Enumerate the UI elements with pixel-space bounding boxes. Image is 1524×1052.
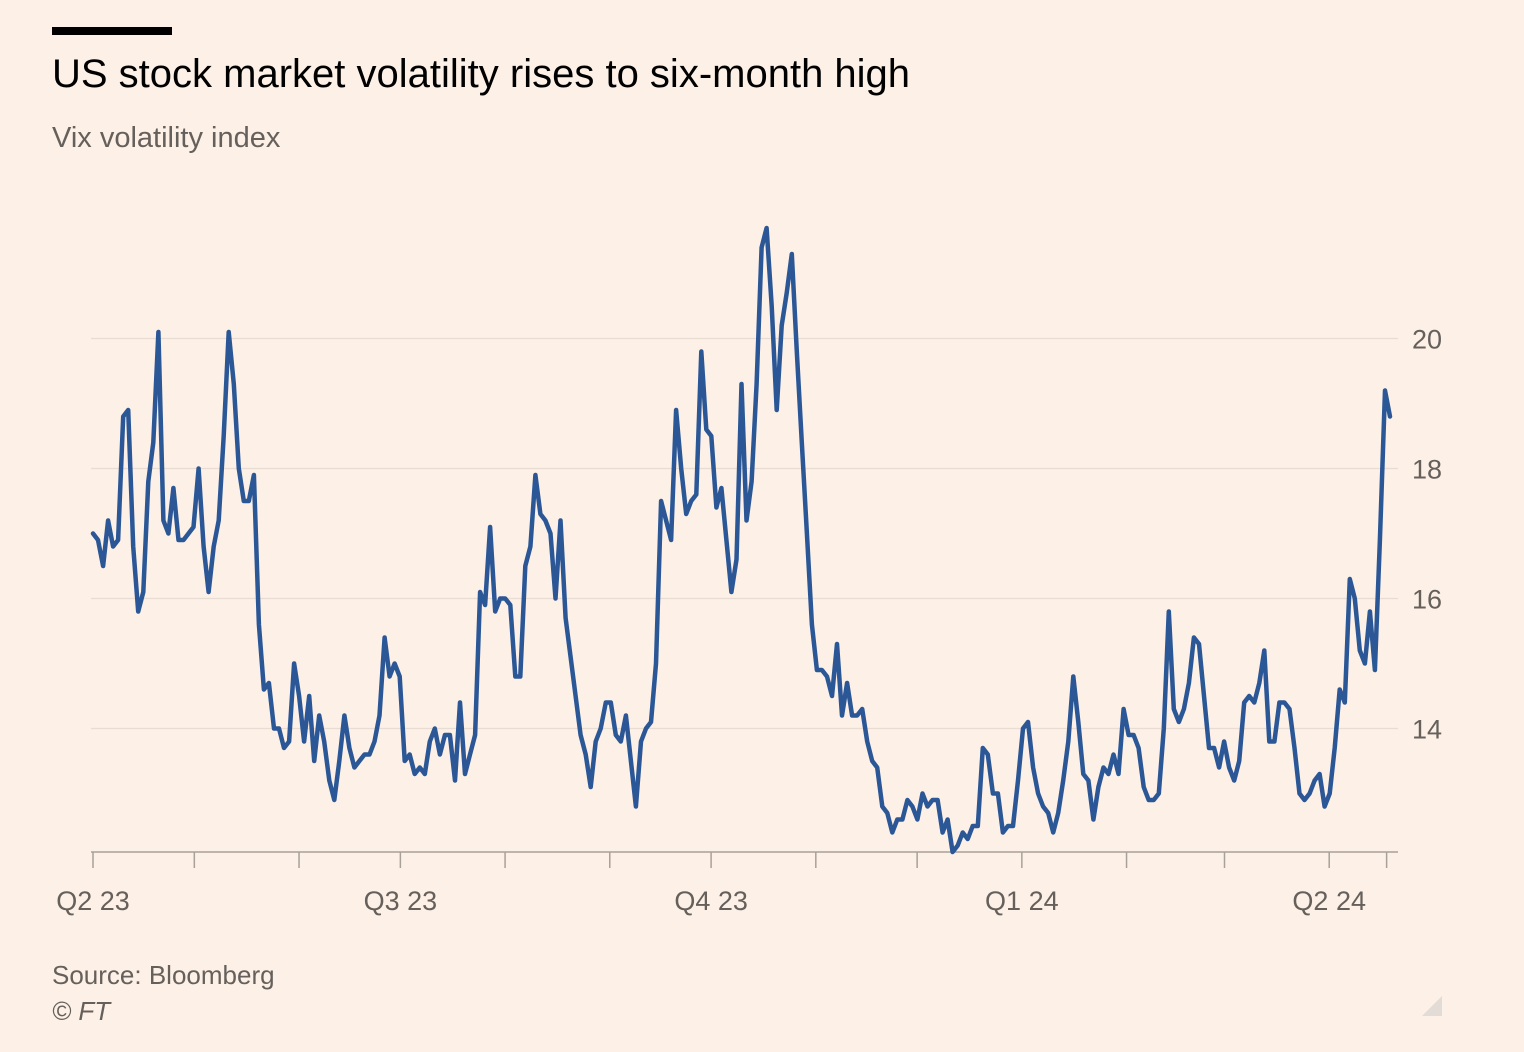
source-note: Source: Bloomberg bbox=[52, 960, 275, 990]
y-tick-label-16: 16 bbox=[1412, 585, 1442, 615]
copyright-note: © FT bbox=[52, 996, 111, 1026]
y-tick-label-14: 14 bbox=[1412, 715, 1442, 745]
chart-subtitle: Vix volatility index bbox=[52, 122, 281, 154]
title-accent-bar bbox=[52, 27, 172, 35]
series-layer bbox=[90, 225, 1393, 855]
x-tick-label-4: Q2 24 bbox=[1292, 886, 1366, 916]
x-axis-labels: Q2 23 Q3 23 Q4 23 Q1 24 Q2 24 bbox=[56, 886, 1366, 916]
x-tick-label-1: Q3 23 bbox=[364, 886, 438, 916]
y-tick-label-20: 20 bbox=[1412, 325, 1442, 355]
x-axis bbox=[91, 851, 1398, 868]
resize-corner-icon bbox=[1422, 996, 1442, 1016]
x-tick-label-0: Q2 23 bbox=[56, 886, 130, 916]
x-tick-label-3: Q1 24 bbox=[985, 886, 1059, 916]
chart-title: US stock market volatility rises to six-… bbox=[52, 52, 911, 96]
series-line-0 bbox=[90, 225, 1393, 855]
x-tick-label-2: Q4 23 bbox=[674, 886, 748, 916]
y-tick-label-18: 18 bbox=[1412, 455, 1442, 485]
y-axis-labels: 14 16 18 20 bbox=[1412, 325, 1442, 745]
